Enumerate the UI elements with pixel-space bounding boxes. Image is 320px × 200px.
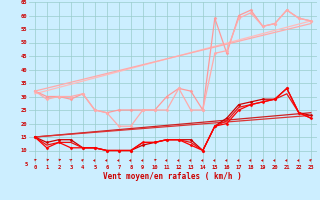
X-axis label: Vent moyen/en rafales ( km/h ): Vent moyen/en rafales ( km/h ) <box>103 172 242 181</box>
